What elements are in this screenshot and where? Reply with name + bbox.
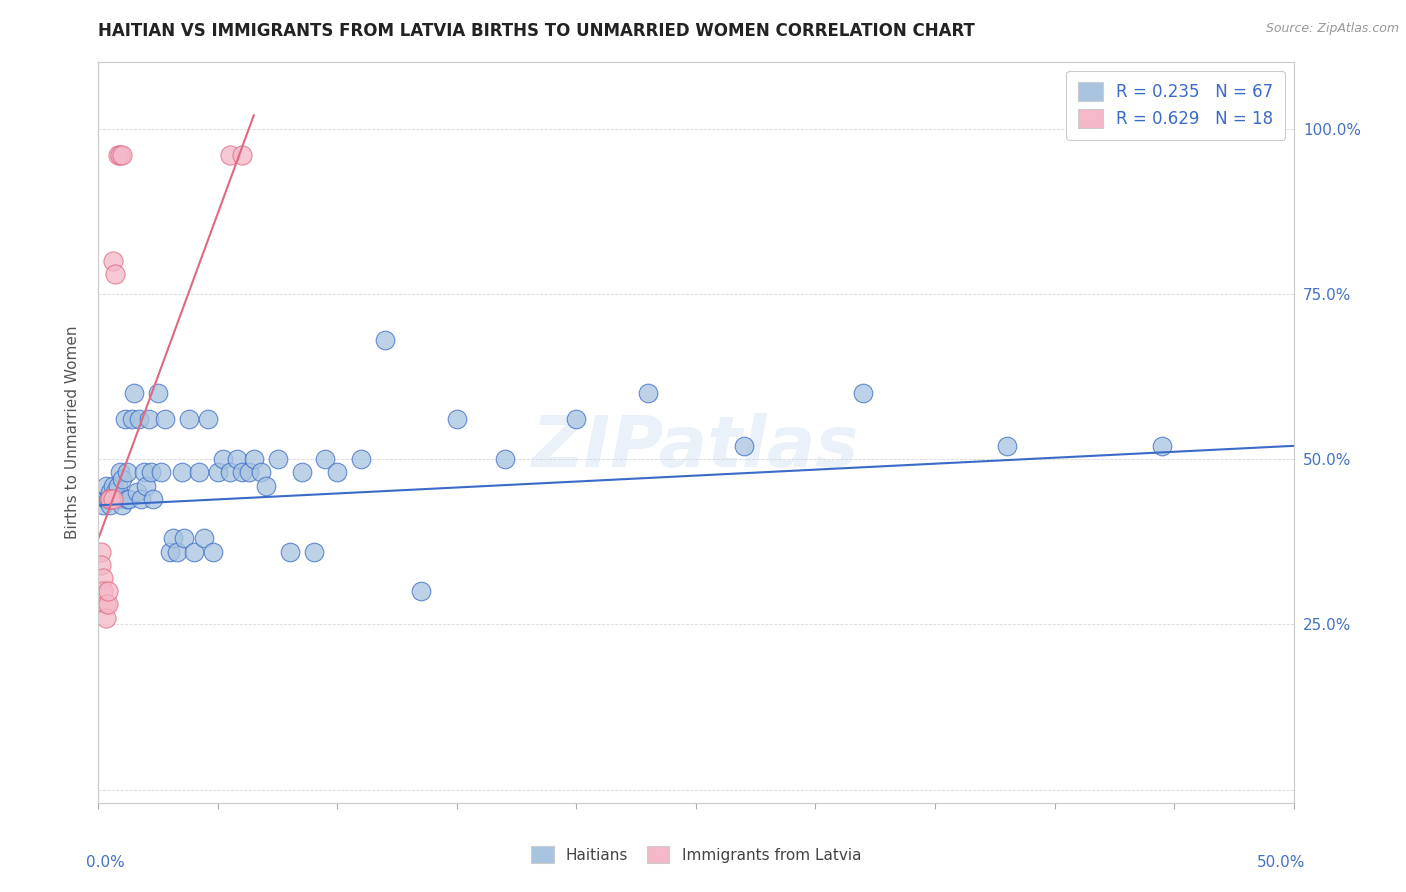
Point [138, 412, 160, 426]
Point [172, 465, 194, 479]
Point [148, 386, 170, 401]
Point [114, 412, 136, 426]
Point [374, 333, 396, 347]
Text: 50.0%: 50.0% [1257, 855, 1306, 870]
Point [446, 412, 468, 426]
Point [637, 386, 659, 401]
Point [197, 412, 219, 426]
Point [115, 491, 138, 506]
Point [995, 439, 1018, 453]
Point [494, 452, 516, 467]
Point [173, 532, 195, 546]
Point [98, 491, 122, 506]
Point [852, 386, 875, 401]
Point [139, 465, 162, 479]
Point [162, 532, 184, 546]
Point [131, 491, 153, 506]
Point [98, 491, 122, 506]
Point [219, 465, 242, 479]
Point [121, 412, 143, 426]
Text: 0.0%: 0.0% [87, 855, 125, 870]
Text: Source: ZipAtlas.com: Source: ZipAtlas.com [1265, 22, 1399, 36]
Point [238, 465, 260, 479]
Point [733, 439, 755, 453]
Text: ZIPatlas: ZIPatlas [533, 413, 859, 482]
Point [94, 491, 117, 506]
Point [124, 386, 146, 401]
Point [115, 465, 138, 479]
Point [183, 544, 205, 558]
Point [94, 611, 117, 625]
Point [90, 558, 112, 572]
Point [97, 584, 120, 599]
Point [135, 478, 157, 492]
Point [302, 544, 325, 558]
Point [97, 491, 120, 506]
Point [291, 465, 314, 479]
Point [243, 452, 266, 467]
Point [211, 452, 233, 467]
Point [166, 544, 188, 558]
Point [108, 148, 131, 162]
Point [326, 465, 349, 479]
Point [94, 598, 117, 612]
Point [159, 544, 181, 558]
Point [91, 571, 114, 585]
Point [94, 478, 117, 492]
Point [90, 544, 112, 558]
Point [267, 452, 290, 467]
Point [101, 491, 124, 506]
Point [179, 412, 201, 426]
Point [107, 148, 129, 162]
Point [411, 584, 433, 599]
Point [202, 544, 225, 558]
Point [350, 452, 373, 467]
Point [125, 485, 148, 500]
Legend: Haitians, Immigrants from Latvia: Haitians, Immigrants from Latvia [524, 840, 868, 869]
Point [97, 598, 120, 612]
Point [111, 499, 134, 513]
Point [101, 253, 124, 268]
Point [155, 412, 177, 426]
Point [108, 465, 131, 479]
Point [315, 452, 337, 467]
Point [98, 485, 122, 500]
Point [231, 465, 253, 479]
Point [250, 465, 273, 479]
Point [142, 491, 165, 506]
Y-axis label: Births to Unmarried Women: Births to Unmarried Women [65, 326, 80, 540]
Point [101, 478, 124, 492]
Point [118, 491, 141, 506]
Point [187, 465, 209, 479]
Point [207, 465, 229, 479]
Point [1152, 439, 1174, 453]
Point [149, 465, 172, 479]
Point [107, 491, 129, 506]
Point [128, 412, 150, 426]
Point [132, 465, 155, 479]
Point [91, 499, 114, 513]
Point [278, 544, 301, 558]
Point [111, 148, 134, 162]
Point [104, 485, 127, 500]
Point [107, 478, 129, 492]
Point [219, 148, 242, 162]
Point [231, 148, 253, 162]
Point [226, 452, 249, 467]
Point [111, 472, 134, 486]
Point [98, 499, 122, 513]
Point [193, 532, 215, 546]
Point [91, 584, 114, 599]
Point [565, 412, 588, 426]
Point [254, 478, 277, 492]
Text: HAITIAN VS IMMIGRANTS FROM LATVIA BIRTHS TO UNMARRIED WOMEN CORRELATION CHART: HAITIAN VS IMMIGRANTS FROM LATVIA BIRTHS… [98, 22, 976, 40]
Point [104, 267, 127, 281]
